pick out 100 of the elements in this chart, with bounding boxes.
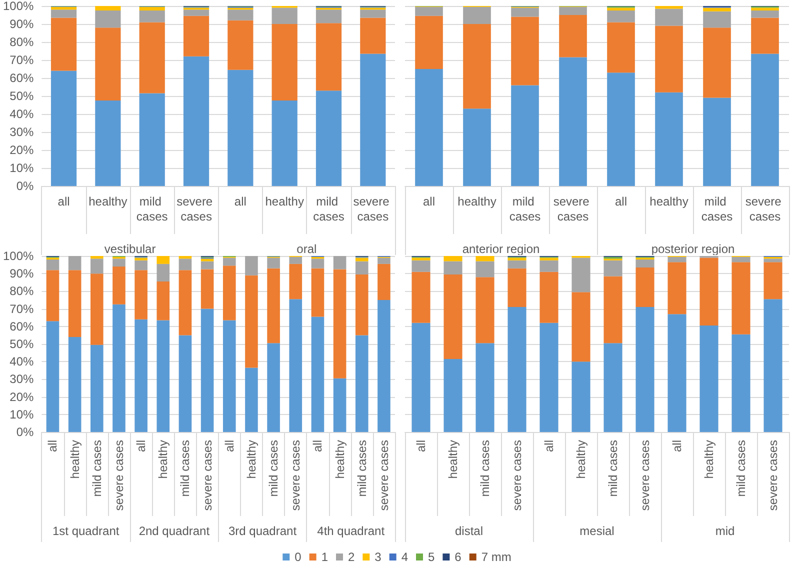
x-tick-label: severe cases — [112, 440, 126, 511]
bar — [444, 256, 462, 262]
legend-label: 0 — [294, 550, 302, 564]
x-tick-label: severe cases — [510, 440, 524, 511]
legend-label: 1 — [321, 550, 328, 564]
bar — [289, 264, 302, 300]
bar — [703, 11, 731, 28]
bar — [559, 57, 587, 186]
bar — [412, 260, 430, 272]
x-tick-label: healthy — [650, 194, 688, 208]
y-tick-label: 10% — [10, 161, 34, 175]
y-tick-label: 80% — [10, 35, 34, 49]
x-tick-label: healthy — [244, 440, 258, 479]
x-tick-label: severe cases — [200, 440, 214, 511]
bar — [316, 90, 342, 186]
bar — [95, 28, 121, 100]
bar — [95, 10, 121, 28]
bar — [732, 256, 750, 262]
bar — [412, 258, 430, 260]
bar — [604, 260, 622, 276]
bar — [636, 307, 654, 432]
text: 2nd quadrant — [138, 524, 210, 538]
legend-label: 4 — [401, 550, 408, 564]
bar — [636, 260, 654, 268]
x-tick-label: all — [58, 194, 70, 208]
bar — [732, 334, 750, 432]
bar — [95, 6, 121, 10]
bar — [655, 6, 683, 9]
x-tick-label: mild cases — [606, 440, 620, 497]
x-tick-label: mild cases — [509, 194, 541, 224]
bar — [183, 16, 210, 56]
y-tick-label: 70% — [10, 302, 34, 316]
bar — [46, 321, 60, 432]
bar — [476, 261, 494, 278]
text: distal — [454, 524, 484, 538]
text: 4th quadrant — [317, 524, 386, 538]
bar — [463, 108, 491, 186]
bar — [607, 22, 635, 73]
bar — [68, 336, 82, 432]
bar — [333, 378, 346, 432]
x-tick-label: severe cases — [638, 440, 652, 511]
bar — [508, 307, 526, 432]
bar — [540, 258, 558, 260]
bar — [156, 282, 170, 320]
bar — [272, 8, 298, 24]
bar — [267, 258, 280, 268]
bar — [604, 276, 622, 344]
x-tick-label: all — [234, 194, 246, 208]
bar — [655, 8, 683, 26]
bar — [289, 256, 302, 264]
bar — [444, 261, 462, 274]
bar — [200, 261, 214, 270]
bar — [311, 268, 324, 317]
bar — [200, 269, 214, 309]
bar — [112, 258, 126, 267]
bar — [267, 343, 280, 432]
y-tick-label: 90% — [10, 266, 34, 281]
x-tick-label: all — [422, 194, 436, 208]
y-tick-label: 0% — [16, 425, 34, 439]
y-tick-label: 0% — [16, 179, 34, 193]
text: vestibular — [104, 242, 156, 256]
bar — [134, 319, 148, 432]
bar — [178, 335, 192, 432]
bar — [156, 320, 170, 432]
bar — [245, 256, 258, 276]
bar — [289, 299, 302, 432]
x-tick-label: healthy — [68, 440, 82, 479]
y-tick-label: 40% — [10, 107, 34, 121]
bar — [355, 261, 368, 274]
bar — [463, 6, 491, 24]
x-tick-label: severe cases — [288, 440, 303, 511]
bar — [355, 335, 368, 432]
bar — [607, 8, 635, 10]
bar — [139, 6, 165, 10]
bar — [511, 8, 539, 17]
y-tick-label: 30% — [10, 125, 34, 139]
bar — [68, 256, 82, 270]
y-tick-label: 50% — [10, 337, 34, 351]
text: 3rd quadrant — [228, 524, 298, 538]
bar — [267, 268, 280, 344]
bar — [703, 98, 731, 186]
bar — [200, 258, 214, 262]
y-tick-label: 40% — [10, 354, 34, 369]
x-tick-label: severe cases — [553, 194, 593, 224]
bar — [50, 18, 77, 71]
bar — [222, 266, 236, 320]
bar — [355, 274, 368, 336]
bar — [540, 272, 558, 323]
bar — [245, 368, 258, 432]
bar — [50, 6, 77, 10]
bar — [540, 260, 558, 272]
text: mid — [715, 524, 735, 538]
bar — [272, 100, 298, 186]
text: 1st quadrant — [52, 524, 120, 538]
x-tick-label: severe cases — [353, 194, 393, 224]
x-tick-label: healthy — [574, 440, 588, 479]
bar — [444, 358, 462, 432]
bar — [540, 322, 558, 432]
y-tick-label: 30% — [10, 372, 34, 386]
bar — [112, 304, 126, 432]
